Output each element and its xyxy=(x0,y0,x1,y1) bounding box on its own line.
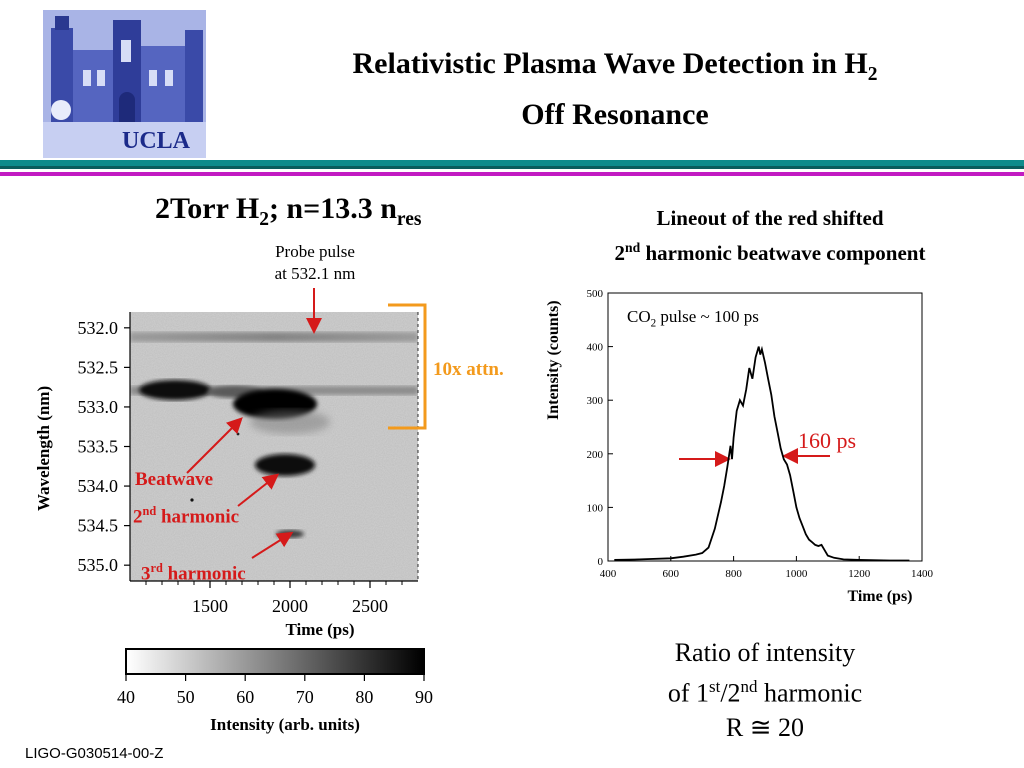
ratio-text: Ratio of intensity of 1st/2nd harmonic R… xyxy=(667,638,863,742)
fwhm-annotation: 160 ps xyxy=(798,428,857,453)
lineout-x-tick-label: 1400 xyxy=(911,568,934,580)
lineout-x-tick-label: 800 xyxy=(725,568,742,580)
lineout-x-tick-label: 1200 xyxy=(848,568,871,580)
left-x-tick-label: 2500 xyxy=(352,596,388,616)
colorbar-tick-label: 90 xyxy=(415,687,433,707)
beatwave-label: Beatwave xyxy=(135,469,214,490)
left-panel-heading: 2Torr H2; n=13.3 nres xyxy=(155,192,422,230)
beatwave-arrow xyxy=(186,417,243,474)
spectrogram-image xyxy=(130,312,418,581)
teal-divider xyxy=(0,160,1024,167)
teal-divider-shadow xyxy=(0,166,1024,169)
left-y-tick-label: 532.0 xyxy=(78,318,119,338)
second-harmonic-arrow xyxy=(237,473,280,507)
lineout-y-tick-label: 400 xyxy=(587,342,604,354)
magenta-divider xyxy=(0,172,1024,176)
footer-id: LIGO-G030514-00-Z xyxy=(25,745,164,762)
lineout-x-tick-label: 400 xyxy=(600,568,617,580)
left-y-tick-label: 533.0 xyxy=(78,397,119,417)
lineout-y-tick-label: 200 xyxy=(587,449,604,461)
third-harmonic-label: 3rd harmonic xyxy=(141,561,246,585)
colorbar xyxy=(125,648,425,675)
colorbar-tick-label: 50 xyxy=(177,687,195,707)
lineout-series-line xyxy=(614,345,910,562)
colorbar-tick-label: 80 xyxy=(355,687,373,707)
co2-annotation: CO2 pulse ~ 100 ps xyxy=(627,307,759,330)
colorbar-tick-label: 40 xyxy=(117,687,135,707)
left-y-tick-label: 534.5 xyxy=(78,516,119,536)
second-harmonic-label: 2nd harmonic xyxy=(133,504,240,528)
lineout-y-tick-label: 300 xyxy=(587,395,604,407)
left-x-axis-label: Time (ps) xyxy=(285,620,355,639)
ucla-logo-text: UCLA xyxy=(122,128,191,154)
lineout-y-tick-label: 100 xyxy=(587,502,604,514)
lineout-x-tick-label: 1000 xyxy=(785,568,808,580)
left-x-tick-label: 1500 xyxy=(192,596,228,616)
left-y-tick-label: 535.0 xyxy=(78,555,119,575)
lineout-y-tick-label: 500 xyxy=(587,288,604,300)
colorbar-tick-label: 70 xyxy=(296,687,314,707)
left-y-tick-label: 534.0 xyxy=(78,476,119,496)
colorbar-label: Intensity (arb. units) xyxy=(210,715,360,734)
lineout-y-tick-label: 0 xyxy=(598,556,604,568)
lineout-x-tick-label: 600 xyxy=(663,568,680,580)
slide-title: Relativistic Plasma Wave Detection in H2… xyxy=(352,47,878,131)
left-y-tick-label: 533.5 xyxy=(78,437,119,457)
lineout-title: Lineout of the red shifted 2nd harmonic … xyxy=(614,206,926,265)
ucla-logo xyxy=(43,10,206,158)
left-y-tick-label: 532.5 xyxy=(78,357,119,377)
lineout-x-axis-label: Time (ps) xyxy=(847,588,913,605)
left-x-tick-label: 2000 xyxy=(272,596,308,616)
colorbar-tick-label: 60 xyxy=(236,687,254,707)
attn-label: 10x attn. xyxy=(433,359,504,380)
lineout-y-axis-label: Intensity (counts) xyxy=(545,300,562,420)
probe-pulse-label: Probe pulse at 532.1 nm xyxy=(274,242,356,283)
third-harmonic-arrow xyxy=(251,531,294,559)
ucla-building-image xyxy=(43,10,206,158)
